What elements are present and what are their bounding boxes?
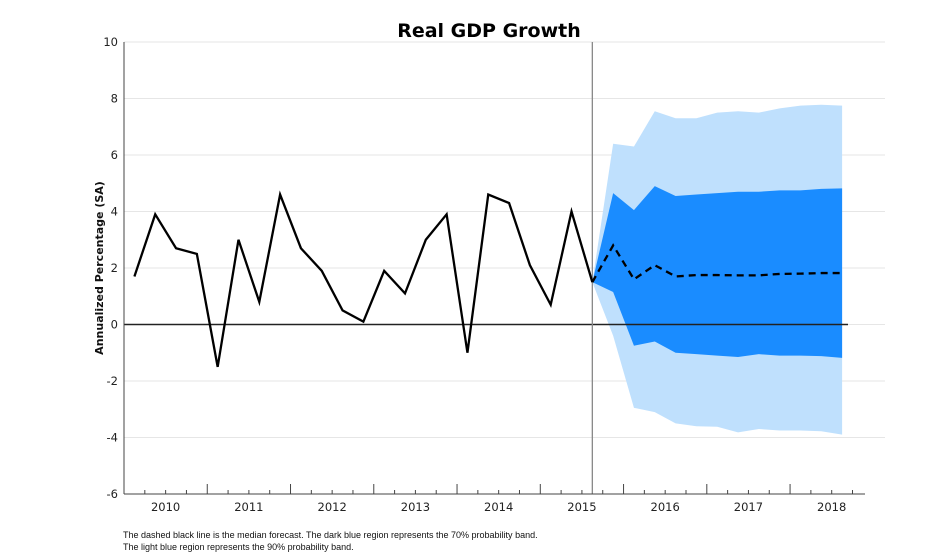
y-tick-label: 2 [111,261,118,275]
y-axis-label: Annualized Percentage (SA) [93,181,106,355]
chart-title: Real GDP Growth [397,20,581,42]
y-tick-label: 6 [111,148,118,162]
y-tick-label: -4 [107,431,118,445]
y-tick-label: -2 [107,374,118,388]
y-tick-label: 0 [111,318,118,332]
x-tick-label: 2012 [318,500,347,514]
y-tick-label: -6 [107,487,118,501]
x-tick-label: 2017 [734,500,763,514]
band-70 [592,186,843,358]
chart: Real GDP Growth -6 -4 -2 0 2 4 6 8 10 2010 2011 201… [93,20,885,514]
y-tick-label: 8 [111,92,118,106]
forecast-bands [592,104,843,435]
y-tick-label: 4 [111,205,118,219]
footnote-line-1: The dashed black line is the median fore… [123,530,538,540]
x-tick-label: 2011 [234,500,263,514]
x-tick-label: 2018 [817,500,846,514]
historical-line [133,190,594,368]
x-tick-label: 2013 [401,500,430,514]
series-lines [124,42,848,494]
axes: -6 -4 -2 0 2 4 6 8 10 2010 2011 2012 2013 2014 2015 201… [103,35,865,514]
y-tick-label: 10 [103,35,118,49]
x-tick-label: 2016 [651,500,680,514]
x-tick-label: 2014 [484,500,513,514]
x-tick-label: 2015 [567,500,596,514]
median-forecast-line [591,243,843,283]
footnote-line-2: The light blue region represents the 90%… [123,542,354,552]
x-tick-label: 2010 [151,500,180,514]
